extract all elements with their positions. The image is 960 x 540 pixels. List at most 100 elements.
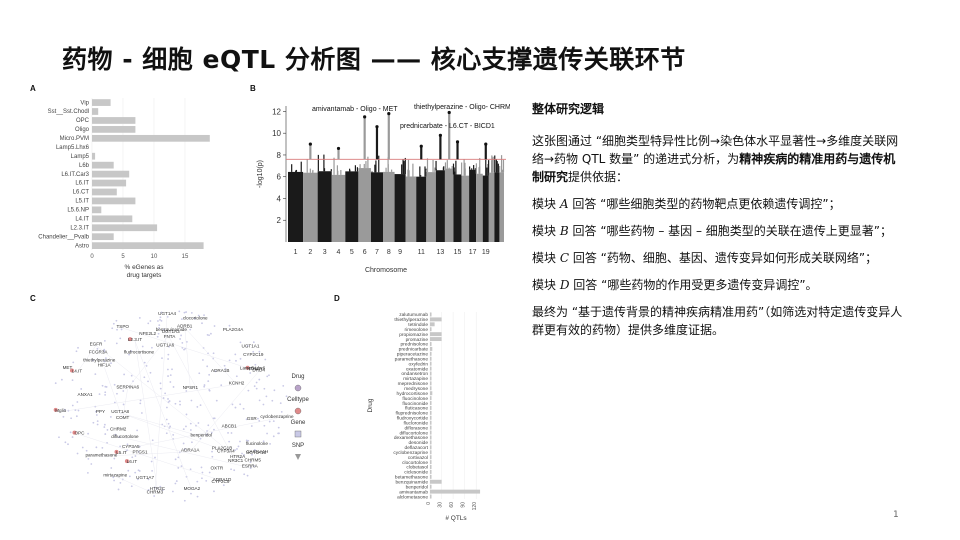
gene-node <box>213 325 216 327</box>
bar <box>430 396 432 401</box>
gene-node <box>64 441 67 444</box>
gene-node <box>254 363 257 366</box>
bar <box>92 206 102 214</box>
chromosome-block <box>426 172 436 242</box>
network-edge <box>103 366 123 420</box>
bar <box>430 366 432 371</box>
gene-node <box>245 418 248 421</box>
x-tick-label: 1 <box>294 249 298 256</box>
gene-node <box>211 450 213 453</box>
top-snp-point <box>484 142 488 146</box>
gene-node <box>159 318 161 321</box>
gene-node <box>104 357 107 360</box>
category-label: L6b <box>79 163 90 169</box>
bar <box>430 332 442 337</box>
drug-label: medrysone <box>404 386 428 392</box>
network-node-label: flucinolone <box>246 441 268 446</box>
y-tick-label: 4 <box>277 194 282 203</box>
chromosome-block <box>303 172 318 242</box>
gene-node <box>201 322 203 325</box>
gene-node <box>213 428 215 431</box>
gene-node <box>202 359 204 361</box>
x-tick-label: 9 <box>398 249 402 256</box>
gene-node <box>179 338 182 340</box>
drug-label: ciclesonide <box>404 470 428 476</box>
panel-b: B 2 4 6 8 10 12 -log10(p) 1 2 3 4 5 6 7 8 9 11 13 15 17 19 Ch… <box>250 84 515 280</box>
network-edge <box>101 451 191 457</box>
network-node-label: L5.IT <box>116 450 127 455</box>
gene-node <box>92 359 94 362</box>
bar <box>430 381 432 386</box>
gene-node <box>166 406 168 409</box>
gene-node <box>197 314 200 317</box>
x-tick-label: 0 <box>90 254 94 260</box>
bar <box>430 337 442 342</box>
conclusion-paragraph: 最终为 “基于遗传背景的精神疾病精准用药”（如筛选对特定遗传变异人群更有效的药物… <box>532 305 903 337</box>
gene-node <box>149 320 152 322</box>
chromosome-block <box>488 172 495 242</box>
gene-node <box>196 480 199 483</box>
gene-node <box>141 345 144 348</box>
gene-node <box>227 432 229 434</box>
gene-node <box>197 422 200 424</box>
gene-node <box>174 482 177 485</box>
network-node-label: L2.3.IT <box>128 337 142 342</box>
bar <box>430 322 435 327</box>
peak-annotation: amivantamab - Oligo - MET <box>312 106 398 113</box>
gene-node <box>128 353 130 356</box>
gene-node <box>185 413 188 416</box>
category-label: Chandelier__Pvalb <box>38 234 89 240</box>
drug-label: paramethasone <box>395 356 429 362</box>
gene-node <box>239 440 241 443</box>
chromosome-block <box>435 170 445 242</box>
drug-label: dexamethasone <box>394 435 428 441</box>
module-letter: B <box>559 224 569 238</box>
gene-node <box>159 382 162 385</box>
bar <box>430 410 432 415</box>
network-node-label: ADRA1B <box>211 368 229 373</box>
gene-node <box>58 436 60 439</box>
legend-label: SNP <box>292 443 304 449</box>
gene-node <box>171 490 174 493</box>
gene-node <box>143 376 146 379</box>
gene-node <box>273 389 276 392</box>
category-label: L5.6.NP <box>67 208 89 214</box>
bar <box>430 415 432 420</box>
bar <box>430 356 432 361</box>
gene-node <box>263 424 266 427</box>
x-tick-label: 11 <box>418 249 425 256</box>
gene-node <box>98 393 101 396</box>
panel-a-label: A <box>30 84 36 93</box>
network-edge <box>115 476 155 494</box>
gene-node <box>228 440 231 443</box>
gene-node <box>200 466 203 469</box>
y-axis-label: Drug <box>367 398 374 412</box>
gene-node <box>282 384 285 387</box>
gene-node <box>177 467 180 469</box>
gene-node <box>180 465 183 468</box>
network-node-label: NFE2L2 <box>139 331 156 336</box>
drug-label: fludroxycortide <box>397 416 429 422</box>
gene-node <box>151 346 153 349</box>
gene-node <box>190 399 193 402</box>
module-prefix: 模块 <box>532 278 557 292</box>
network-node-label: ANXA1 <box>78 392 94 397</box>
gene-node <box>234 449 237 451</box>
bar <box>92 242 204 249</box>
gene-node <box>231 403 234 406</box>
bar <box>430 469 432 474</box>
network-node-label: cyclobenzaprine <box>260 414 294 419</box>
gene-node <box>169 425 172 428</box>
y-tick-label: 10 <box>272 129 281 138</box>
gene-node <box>249 467 252 470</box>
gene-node <box>95 414 98 416</box>
gene-node <box>246 474 249 477</box>
gene-node <box>249 461 252 463</box>
gene-node <box>174 402 177 405</box>
network-node-label: ABCB1 <box>222 424 238 429</box>
y-tick-label: 8 <box>277 151 282 160</box>
panel-c: C COMT MOGA2 Mglio CYP3A5 FNTA SERPINA6 UGT1A8… <box>30 294 330 518</box>
bar <box>430 465 432 469</box>
gene-node <box>228 324 231 327</box>
gene-node <box>167 422 170 425</box>
